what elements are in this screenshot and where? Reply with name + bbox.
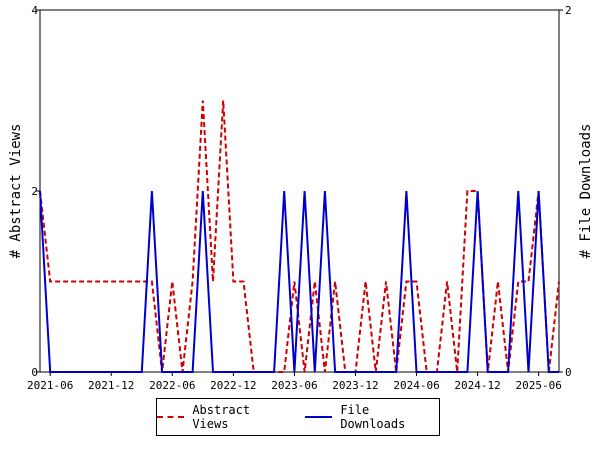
- x-tick-label: 2022-12: [210, 379, 256, 392]
- legend-swatch-file-downloads: [305, 416, 333, 418]
- plot-area: [39, 9, 560, 373]
- x-tick-label: 2023-06: [271, 379, 317, 392]
- x-tick-label: 2025-06: [515, 379, 561, 392]
- y-axis-right-label: # File Downloads: [578, 124, 594, 259]
- legend-swatch-abstract-views: [157, 416, 185, 418]
- x-tick-label: 2024-12: [454, 379, 500, 392]
- x-tick-label: 2021-06: [27, 379, 73, 392]
- y-left-tick-label: 0: [31, 366, 38, 379]
- legend-item-abstract-views: Abstract Views: [157, 403, 291, 431]
- legend-label-file-downloads: File Downloads: [340, 403, 406, 431]
- x-tick-label: 2023-12: [332, 379, 378, 392]
- legend-label-abstract-views: Abstract Views: [192, 403, 251, 431]
- x-tick-label: 2022-06: [149, 379, 195, 392]
- series-line-file-downloads: [39, 190, 559, 373]
- series-line-abstract-views: [39, 100, 560, 373]
- y-left-tick-label: 2: [31, 185, 38, 198]
- y-left-tick-label: 4: [31, 4, 38, 17]
- x-tick-label: 2021-12: [88, 379, 134, 392]
- y-right-tick-label: 0: [565, 366, 572, 379]
- legend: Abstract Views File Downloads: [156, 398, 440, 436]
- y-right-tick-label: 2: [565, 4, 572, 17]
- y-axis-left-label: # Abstract Views: [8, 124, 24, 259]
- x-tick-label: 2024-06: [393, 379, 439, 392]
- legend-item-file-downloads: File Downloads: [305, 403, 439, 431]
